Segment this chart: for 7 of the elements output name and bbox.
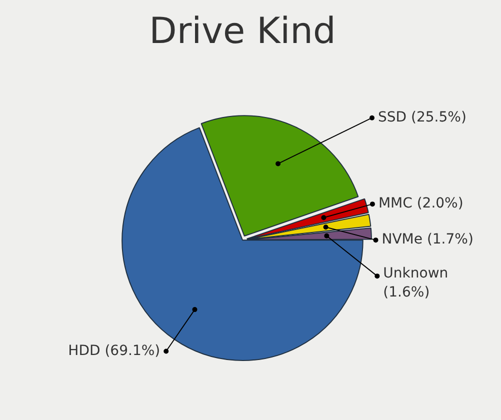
slice-label: MMC (2.0%) <box>378 196 464 212</box>
data-label: (1.6%) <box>383 284 430 301</box>
slice-label: Unknown <box>383 266 448 282</box>
slice-label: NVMe (1.7%) <box>382 232 474 248</box>
slice-label: SSD (25.5%) <box>378 109 466 126</box>
chart-title: Drive Kind <box>149 10 336 52</box>
slice-label: HDD (69.1%) <box>68 342 160 359</box>
